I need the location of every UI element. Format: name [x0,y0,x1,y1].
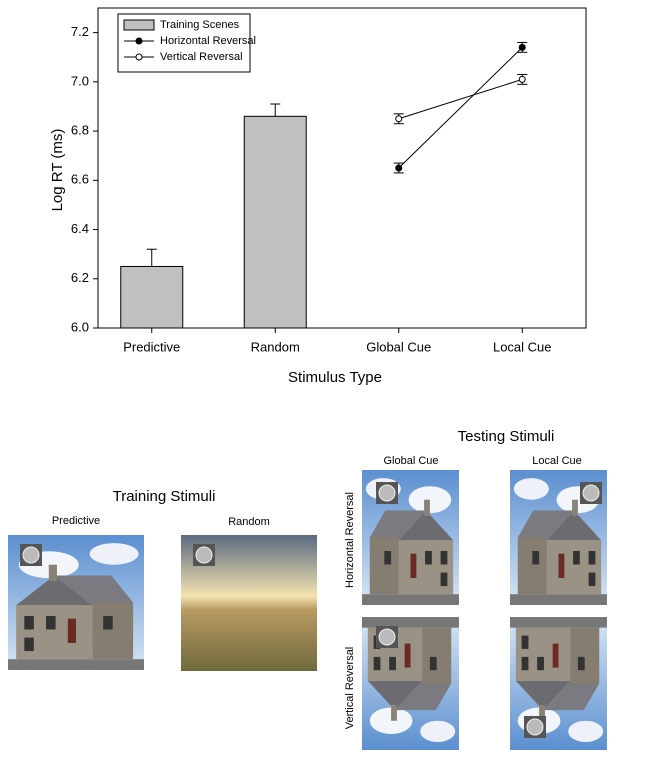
legend-label: Horizontal Reversal [160,35,256,47]
marker [395,164,403,172]
series-line [398,47,523,169]
plot-frame [97,7,587,329]
series-line [398,78,523,120]
y-axis-label: Log RT (ms) [49,129,66,212]
x-tick-label: Random [251,339,300,354]
y-tick-label: 7.2 [71,24,89,39]
x-axis-label: Stimulus Type [288,369,382,386]
x-tick-label: Local Cue [493,339,552,354]
bar [243,115,307,329]
bar [120,265,184,329]
row-label: Vertical Reversal [344,647,356,730]
y-tick-label: 7.0 [71,73,89,88]
column-label: Local Cue [532,455,582,467]
image-label: Random [228,516,270,528]
image-label: Predictive [52,515,100,527]
cue-icon [375,625,399,649]
y-tick-label: 6.0 [71,319,89,334]
y-tick-label: 6.8 [71,123,89,138]
legend-label: Vertical Reversal [160,51,243,63]
column-label: Global Cue [383,455,438,467]
marker [518,43,526,51]
cue-icon [192,543,216,567]
chart: Log RT (ms) Stimulus Type 6.0 6.2 6.4 6.6 6.… [49,7,587,386]
x-tick-label: Global Cue [366,339,431,354]
y-tick-label: 6.6 [71,172,89,187]
cue-icon [523,715,547,739]
cue-icon [19,543,43,567]
y-tick-label: 6.4 [71,221,89,236]
legend-label: Training Scenes [160,19,240,31]
y-tick-label: 6.2 [71,270,89,285]
marker [518,75,526,83]
cue-icon [579,481,603,505]
row-label: Horizontal Reversal [344,492,356,588]
legend-swatch [123,19,155,31]
legend-marker [135,37,143,45]
x-tick-label: Predictive [123,339,180,354]
training-stimuli: Training Stimuli Predictive Random [8,488,317,671]
panel-title: Training Stimuli [113,488,216,505]
marker [395,115,403,123]
cue-icon [375,481,399,505]
testing-stimuli: Testing Stimuli Global Cue Local Cue Hor… [344,428,607,750]
legend-marker [135,53,143,61]
panel-title: Testing Stimuli [458,428,555,445]
